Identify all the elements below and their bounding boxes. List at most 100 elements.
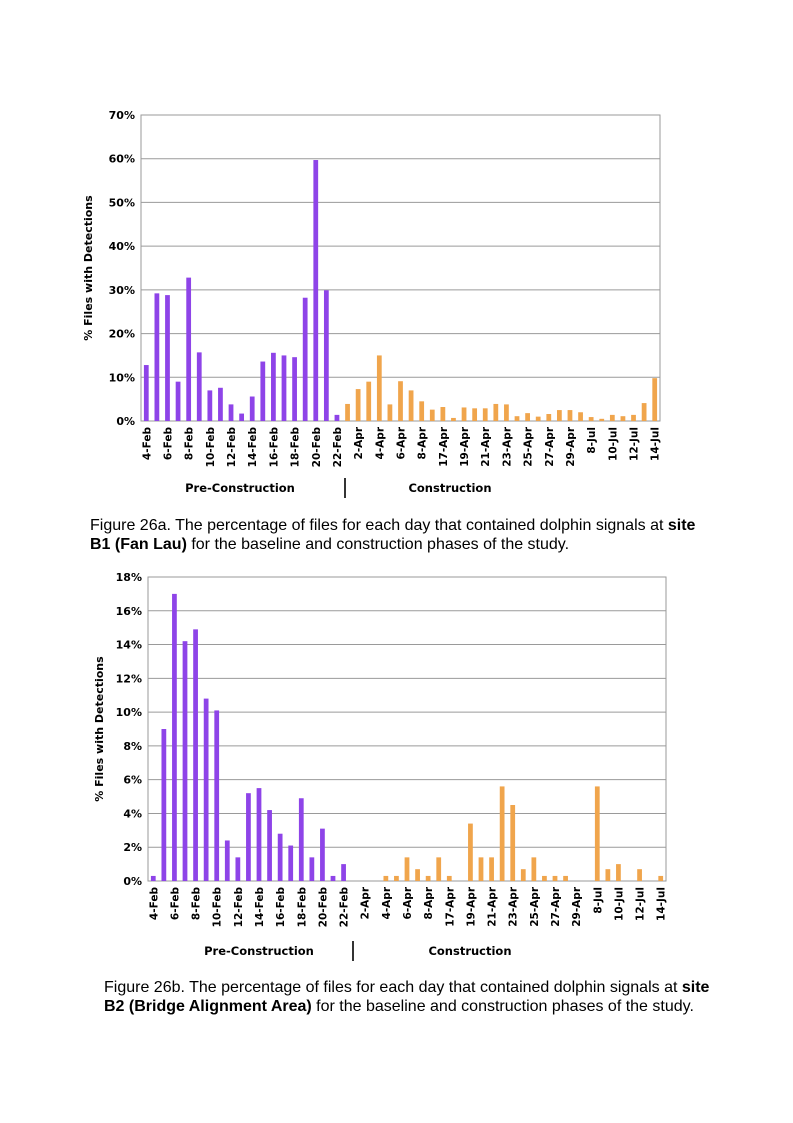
x-tick-label: 10-Feb [212, 887, 224, 928]
y-tick-label: 2% [123, 841, 142, 854]
caption-rest: for the baseline and construction phases… [311, 998, 694, 1015]
y-tick-label: 4% [123, 807, 142, 820]
bar-construction [478, 857, 484, 881]
x-tick-label: 8-Jul [592, 887, 604, 914]
y-tick-label: 20% [109, 328, 135, 341]
bar-construction [658, 875, 664, 881]
bar-pre-construction [203, 698, 209, 881]
bar-pre-construction [292, 357, 297, 421]
x-tick-label: 16-Feb [268, 427, 280, 468]
x-tick-label: 21-Apr [480, 426, 492, 467]
bar-construction [404, 857, 410, 881]
x-tick-label: 14-Jul [656, 887, 668, 921]
bar-construction [542, 875, 547, 881]
x-tick-label: 14-Feb [254, 887, 266, 928]
bar-construction [408, 390, 414, 421]
y-tick-label: 10% [116, 706, 142, 719]
bar-pre-construction [165, 295, 170, 421]
bar-pre-construction [186, 277, 192, 421]
bar-pre-construction [224, 840, 230, 881]
bar-construction [520, 869, 526, 881]
x-tick-label: 12-Jul [635, 887, 647, 921]
x-tick-label: 20-Feb [317, 887, 329, 928]
bar-construction [563, 875, 568, 881]
bar-construction [525, 413, 530, 421]
chart-site-b1: 0% 10% 20% 30% 40% 50% 60% 70% % Files with Dete… [82, 109, 662, 498]
bar-construction [588, 417, 594, 421]
bar-pre-construction [249, 396, 255, 421]
caption-rest: for the baseline and construction phases… [186, 536, 570, 553]
bar-pre-construction [334, 414, 340, 421]
bar-pre-construction [277, 833, 283, 881]
bar-pre-construction [298, 798, 304, 881]
x-tick-label: 4-Feb [141, 427, 153, 461]
bar-construction [578, 412, 583, 421]
bar-pre-construction [309, 857, 315, 881]
y-tick-label: 70% [109, 109, 135, 122]
bar-pre-construction [161, 729, 167, 881]
bar-construction [637, 869, 642, 881]
x-tick-label: 2-Apr [353, 426, 365, 459]
y-tick-label: 16% [116, 605, 142, 618]
y-tick-label: 0% [123, 875, 142, 888]
y-axis-label: % Files with Detections [93, 656, 106, 802]
bar-construction [620, 416, 626, 421]
caption-site: site B1 (Fan Lau) [90, 517, 696, 553]
bar-construction [652, 378, 658, 421]
bar-construction [451, 417, 456, 421]
x-tick-label: 6-Apr [402, 886, 414, 919]
x-tick-label: 18-Feb [290, 427, 302, 468]
bar-construction [345, 403, 350, 421]
x-tick-label: 10-Feb [205, 427, 217, 468]
bar-construction [472, 408, 478, 421]
bar-pre-construction [182, 641, 188, 881]
bar-construction [531, 857, 537, 881]
bar-construction [376, 355, 382, 421]
bar-pre-construction [260, 361, 266, 421]
bar-construction [567, 410, 573, 421]
phase-label-pre-construction: Pre-Construction [204, 944, 314, 958]
bar-construction [482, 408, 488, 421]
bar-construction [419, 401, 425, 421]
bar-construction [605, 869, 611, 881]
bar-pre-construction [288, 845, 294, 881]
x-tick-label: 17-Apr [438, 426, 450, 467]
y-tick-label: 10% [109, 371, 135, 384]
x-tick-label: 29-Apr [571, 886, 583, 927]
x-tick-label: 14-Jul [650, 427, 662, 461]
x-tick-label: 10-Jul [613, 887, 625, 921]
x-tick-label: 22-Feb [332, 427, 344, 468]
x-tick-label: 4-Apr [374, 426, 386, 459]
bar-construction [609, 414, 615, 421]
y-tick-label: 14% [116, 639, 142, 652]
y-tick-label: 6% [123, 774, 142, 787]
bar-construction [556, 410, 562, 421]
bar-pre-construction [196, 352, 202, 421]
x-tick-label: 12-Feb [233, 887, 245, 928]
y-axis-label: % Files with Detections [82, 195, 95, 341]
bar-pre-construction [154, 293, 160, 421]
x-tick-label: 25-Apr [529, 886, 541, 927]
x-tick-label: 8-Jul [586, 427, 598, 454]
x-tick-label: 19-Apr [465, 886, 477, 927]
bar-pre-construction [323, 290, 329, 421]
x-tick-label: 8-Apr [417, 426, 429, 459]
bar-pre-construction [143, 365, 149, 421]
y-tick-label: 8% [123, 740, 142, 753]
x-tick-label: 20-Feb [311, 427, 323, 468]
bar-pre-construction [193, 629, 198, 881]
x-tick-label: 21-Apr [487, 886, 499, 927]
x-tick-label: 6-Feb [169, 887, 181, 921]
bar-construction [415, 869, 420, 881]
bar-construction [594, 786, 600, 881]
bar-construction [499, 786, 505, 881]
bar-pre-construction [172, 593, 177, 881]
bar-pre-construction [267, 810, 272, 881]
y-tick-label: 40% [109, 240, 135, 253]
chart-site-b2: 0% 2% 4% 6% 8% 10% 12% 14% 16% 18% % Files with De… [93, 571, 668, 961]
caption-text: Figure 26a. The percentage of files for … [90, 517, 668, 534]
y-tick-label: 50% [109, 196, 135, 209]
bar-construction [425, 875, 431, 881]
x-tick-label: 8-Apr [423, 886, 435, 919]
bar-pre-construction [246, 793, 251, 881]
